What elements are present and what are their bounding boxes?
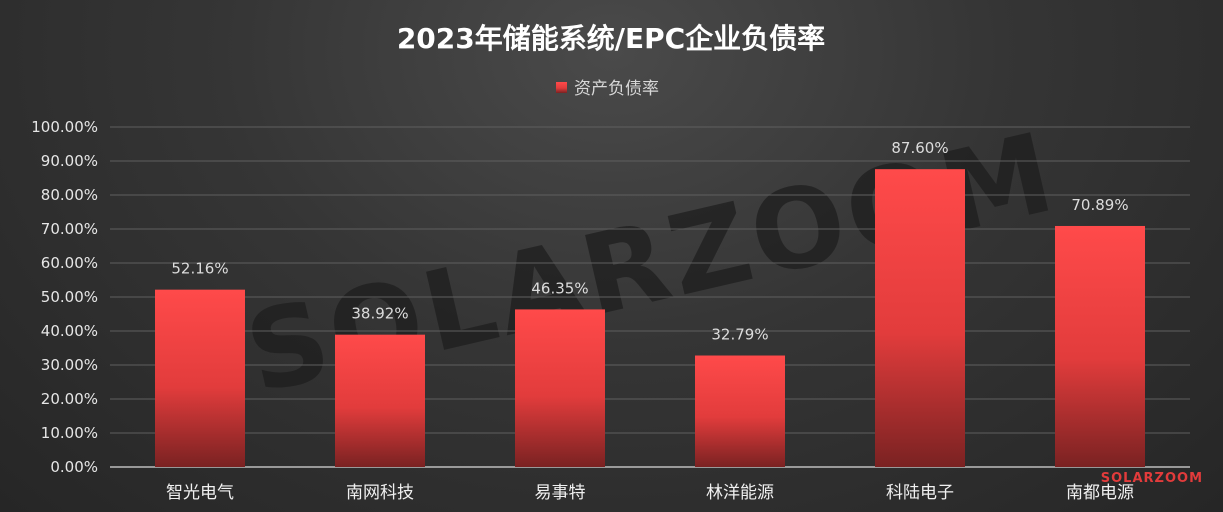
bars xyxy=(155,169,1145,467)
data-label: 46.35% xyxy=(531,279,588,297)
bar xyxy=(695,355,785,467)
legend-label: 资产负债率 xyxy=(574,79,659,99)
y-tick-label: 40.00% xyxy=(41,322,98,340)
y-tick-label: 50.00% xyxy=(41,288,98,306)
y-tick-label: 70.00% xyxy=(41,220,98,238)
bar xyxy=(875,169,965,467)
x-tick-label: 科陆电子 xyxy=(886,483,954,503)
legend: 资产负债率 xyxy=(556,79,659,99)
bar xyxy=(1055,225,1145,467)
y-tick-label: 0.00% xyxy=(50,458,98,476)
bar xyxy=(155,289,245,467)
y-tick-label: 80.00% xyxy=(41,186,98,204)
x-tick-label: 南网科技 xyxy=(346,483,414,503)
x-tick-label: 智光电气 xyxy=(166,483,234,503)
x-tick-label: 林洋能源 xyxy=(706,483,774,503)
legend-swatch xyxy=(556,82,567,93)
y-tick-label: 30.00% xyxy=(41,356,98,374)
y-tick-label: 10.00% xyxy=(41,424,98,442)
data-label: 87.60% xyxy=(891,139,948,157)
chart-title: 2023年储能系统/EPC企业负债率 xyxy=(397,22,825,55)
y-tick-label: 90.00% xyxy=(41,152,98,170)
y-axis: 0.00% 10.00% 20.00% 30.00% 40.00% 50.00% 60.00… xyxy=(31,118,98,476)
data-label: 32.79% xyxy=(711,326,768,344)
y-tick-label: 60.00% xyxy=(41,254,98,272)
x-tick-label: 南都电源 xyxy=(1066,483,1134,503)
x-tick-label: 易事特 xyxy=(535,483,586,503)
data-label: 38.92% xyxy=(351,305,408,323)
data-labels: 52.16% 38.92% 46.35% 32.79% 87.60% 70.89% xyxy=(171,139,1128,343)
bar xyxy=(335,334,425,467)
data-label: 52.16% xyxy=(171,260,228,278)
x-axis: 智光电气 南网科技 易事特 林洋能源 科陆电子 南都电源 xyxy=(166,483,1134,503)
brand-logo: SOLARZOOM xyxy=(1101,471,1203,486)
grid xyxy=(110,126,1190,468)
data-label: 70.89% xyxy=(1071,196,1128,214)
bar xyxy=(515,309,605,467)
y-tick-label: 100.00% xyxy=(31,118,98,136)
y-tick-label: 20.00% xyxy=(41,390,98,408)
